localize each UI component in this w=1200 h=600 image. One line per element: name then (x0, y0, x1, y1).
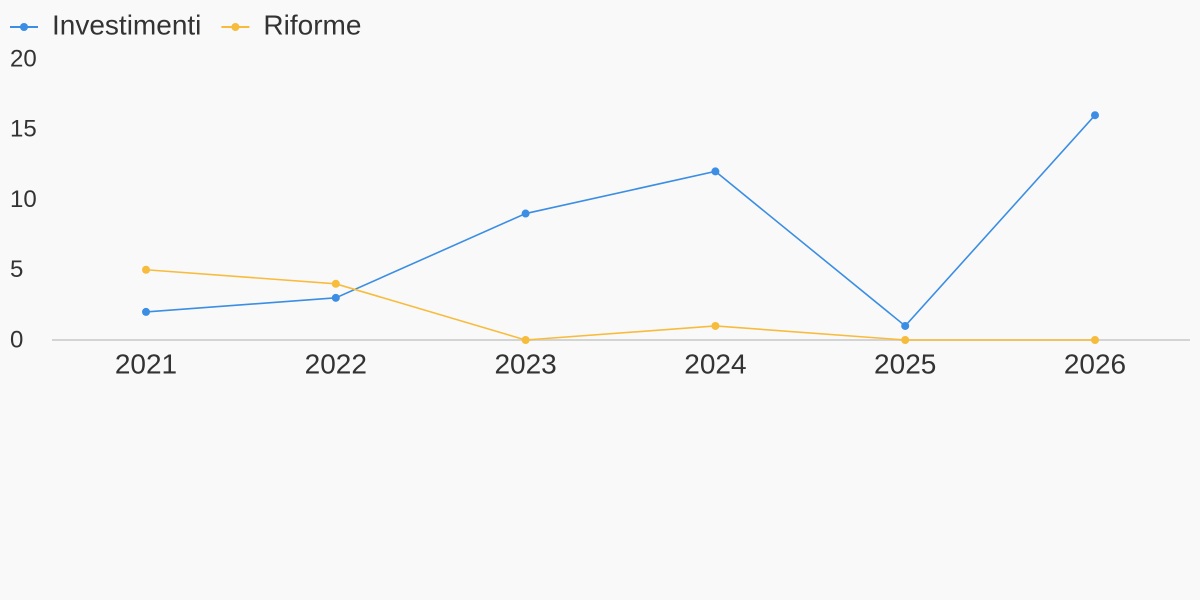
y-tick-label: 20 (10, 45, 37, 72)
data-point (711, 167, 720, 176)
data-point (1091, 111, 1099, 120)
data-point (331, 293, 340, 302)
y-tick-label: 0 (10, 326, 23, 353)
x-tick-label: 2025 (874, 348, 936, 379)
data-point (1091, 336, 1099, 344)
x-tick-label: 2021 (115, 348, 177, 379)
legend-label: Investimenti (52, 9, 201, 40)
x-tick-label: 2022 (305, 348, 367, 379)
legend-marker (231, 23, 240, 31)
x-tick-label: 2024 (684, 348, 746, 379)
x-tick-label: 2026 (1064, 348, 1126, 379)
data-point (521, 336, 530, 344)
y-tick-label: 5 (10, 256, 23, 283)
legend-marker (20, 23, 28, 31)
x-tick-label: 2023 (494, 348, 556, 379)
data-point (901, 336, 910, 344)
data-point (711, 321, 720, 330)
data-point (331, 279, 340, 288)
data-point (142, 265, 150, 274)
data-point (142, 307, 150, 316)
series-line (145, 114, 1096, 328)
y-tick-label: 15 (10, 116, 37, 143)
series-line (145, 268, 1095, 341)
data-point (521, 209, 530, 218)
legend-label: Riforme (263, 9, 361, 40)
y-tick-label: 10 (10, 186, 37, 213)
data-point (901, 321, 910, 330)
